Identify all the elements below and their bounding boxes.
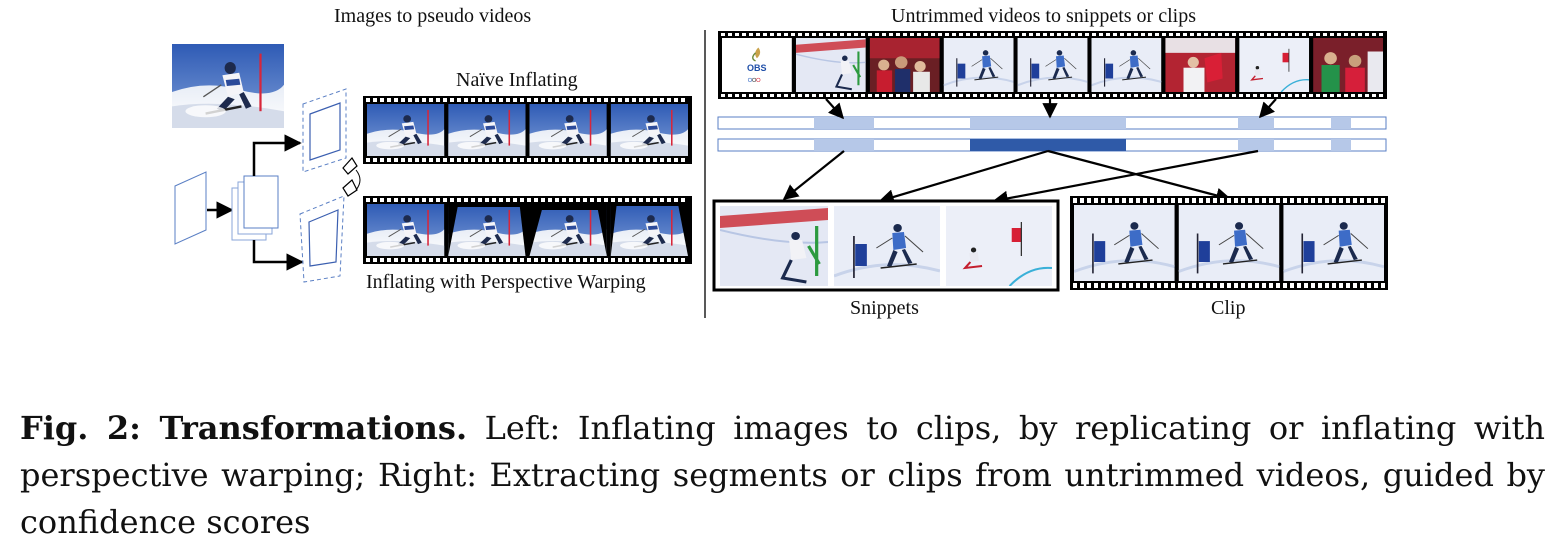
right-title: Untrimmed videos to snippets or clips [891,5,1196,27]
naive-inflating-label: Naïve Inflating [456,69,578,91]
figure-caption: Fig. 2: Transformations. Left: Inflating… [20,405,1545,546]
video-frame [367,104,445,156]
figure: Images to pseudo videos Untrimmed videos… [172,5,1388,319]
video-frame [529,104,607,156]
clip-label: Clip [1211,297,1246,319]
confidence-segment [970,139,1126,151]
caption-label: Fig. 2: Transformations. [20,409,468,447]
confidence-segment [970,117,1126,129]
video-frame [367,204,445,256]
confidence-segment [814,117,874,129]
video-frame [610,204,688,256]
video-frame [1017,38,1088,92]
camera-icon [342,157,361,197]
confidence-segment [814,139,874,151]
video-frame [869,38,940,92]
snippets-box [712,199,1060,292]
video-frame [1283,205,1384,281]
caption-text: Left: Inflating images to clips, by repl… [20,409,1546,541]
confidence-bar-1 [717,116,1387,130]
video-frame [795,38,866,92]
video-frame [1074,205,1175,281]
input-frame [174,171,207,245]
broadcast-logo-text: OBS [747,63,767,73]
confidence-segment [1238,139,1274,151]
clip-strip [1070,196,1388,290]
warping-label: Inflating with Perspective Warping [366,271,646,293]
confidence-segment [1331,117,1351,129]
stacked-frames [231,175,279,241]
confidence-bar-2 [717,138,1387,152]
video-frame [943,38,1014,92]
source-photo [172,44,284,128]
video-frame [1178,205,1280,281]
video-frame [1091,38,1162,92]
video-frame [1165,38,1236,92]
figure-diagram [172,30,1388,318]
video-frame [448,204,526,256]
video-frame [448,104,526,156]
video-frame [1239,38,1310,92]
video-frame [1313,38,1383,92]
naive-inflating-strip [363,96,692,164]
confidence-segment [1331,139,1351,151]
video-frame [610,104,688,156]
warped-frames [299,88,347,283]
untrimmed-video-strip [718,31,1387,99]
confidence-segment [1238,117,1274,129]
left-title: Images to pseudo videos [334,5,532,27]
snippets-label: Snippets [850,297,919,319]
warping-strip [363,196,692,264]
